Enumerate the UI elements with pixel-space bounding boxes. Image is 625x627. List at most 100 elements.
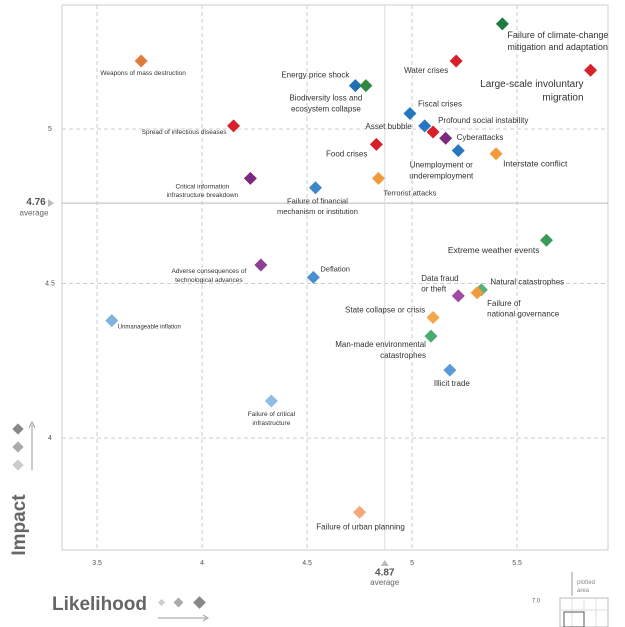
- x-tick-label: 4: [200, 560, 204, 567]
- label-line: Adverse consequences of: [171, 268, 246, 275]
- point-label: Data fraud or theft: [421, 274, 458, 294]
- label-line: Data fraud: [421, 274, 458, 283]
- point: [439, 131, 453, 145]
- point-label: Weapons of mass destruction: [100, 70, 186, 77]
- y-tick-label: 4.5: [45, 280, 55, 287]
- point: [539, 233, 553, 247]
- points: Failure of climate-change mitigation and …: [100, 17, 608, 531]
- y-tick-label: 5: [48, 126, 52, 133]
- label-line: Fiscal crises: [418, 100, 462, 109]
- label-line: Energy price shock: [281, 71, 350, 80]
- y-average-value: 4.76: [26, 197, 46, 208]
- point: [495, 17, 509, 31]
- label-line: national governance: [487, 310, 560, 319]
- point-label: Spread of infectious diseases: [142, 129, 228, 136]
- point: [264, 394, 278, 408]
- point: [306, 270, 320, 284]
- label-line: Critical information: [175, 183, 229, 190]
- point: [451, 289, 465, 303]
- label-line: mechanism or institution: [277, 207, 358, 216]
- label-line: migration: [542, 92, 583, 103]
- label-line: Water crises: [404, 66, 448, 75]
- label-line: Unemployment or: [410, 161, 473, 170]
- label-line: technological advances: [175, 276, 243, 283]
- label-line: Asset bubble: [365, 122, 412, 131]
- label-line: catastrophes: [380, 351, 426, 360]
- point-label: Energy price shock: [281, 71, 350, 80]
- plot-frame: [61, 4, 609, 551]
- point: [371, 171, 385, 185]
- label-line: Illicit trade: [434, 379, 471, 388]
- point-label: Man-made environmental catastrophes: [335, 340, 426, 360]
- point: [254, 258, 268, 272]
- point: [348, 79, 362, 93]
- point-label: Failure of national governance: [487, 299, 560, 319]
- inset-label: plotted area: [577, 580, 595, 594]
- x-average-label: average: [370, 578, 399, 587]
- point-label: Critical information infrastructure break…: [167, 183, 239, 199]
- label-line: Profound social instability: [438, 116, 528, 125]
- label-line: Spread of infectious diseases: [142, 129, 228, 136]
- label-line: Large-scale involuntary: [480, 79, 583, 90]
- label-line: Interstate conflict: [503, 159, 568, 169]
- x-tick-label: 4.5: [302, 560, 312, 567]
- point-label: Food crises: [326, 150, 367, 159]
- label-line: State collapse or crisis: [345, 306, 425, 315]
- plotted-area-inset: plotted area 7.0: [532, 572, 609, 627]
- point-label: Biodiversity loss and ecosystem collapse: [289, 94, 362, 114]
- point-label: Illicit trade: [434, 379, 471, 388]
- point: [449, 54, 463, 68]
- label-line: Unmanageable inflation: [118, 324, 181, 330]
- point: [359, 79, 373, 93]
- point: [584, 63, 598, 77]
- point-label: Natural catastrophes: [490, 278, 564, 287]
- point-label: Failure of climate-change mitigation and …: [507, 30, 608, 52]
- label-line: underemployment: [409, 172, 474, 181]
- point: [353, 505, 367, 519]
- label-line: Weapons of mass destruction: [100, 70, 186, 77]
- label-line: infrastructure breakdown: [167, 192, 239, 199]
- point-label: Unmanageable inflation: [118, 324, 181, 330]
- point-label: Adverse consequences of technological adv…: [171, 268, 246, 284]
- point-label: Large-scale involuntary migration: [480, 79, 583, 104]
- point: [426, 125, 440, 139]
- label-line: Failure of financial: [287, 197, 348, 206]
- point-label: Cyberattacks: [457, 133, 504, 142]
- point: [227, 119, 241, 133]
- x-tick-label: 5.5: [512, 560, 522, 567]
- y-tick-label: 4: [48, 435, 52, 442]
- x-average-value: 4.87: [375, 568, 395, 579]
- point-label: Deflation: [320, 264, 350, 273]
- x-tick-label: 3.5: [92, 560, 102, 567]
- label-line: infrastructure: [252, 419, 290, 426]
- label-line: Failure of climate-change: [507, 30, 608, 40]
- point: [443, 363, 457, 377]
- point-label: State collapse or crisis: [345, 306, 425, 315]
- point: [470, 286, 484, 300]
- y-axis-title: Impact: [9, 494, 30, 556]
- label-line: Man-made environmental: [335, 340, 426, 349]
- label-line: Natural catastrophes: [490, 278, 564, 287]
- label-line: mitigation and adaptation: [507, 42, 608, 52]
- point-label: Failure of financial mechanism or institu…: [277, 197, 358, 216]
- point-label: Interstate conflict: [503, 159, 568, 169]
- y-average-label: average: [20, 208, 49, 217]
- x-axis-title: Likelihood: [52, 594, 147, 615]
- point: [426, 311, 440, 325]
- label-line: Biodiversity loss and: [289, 94, 362, 103]
- label-line: Failure of critical: [248, 411, 296, 418]
- average-marker: [48, 199, 54, 208]
- label-line: Food crises: [326, 150, 367, 159]
- label-line: Extreme weather events: [448, 245, 540, 255]
- average-marker: [380, 560, 389, 566]
- point-label: Fiscal crises: [418, 100, 462, 109]
- point-label: Extreme weather events: [448, 245, 540, 255]
- label-line: Failure of urban planning: [316, 522, 405, 531]
- point: [451, 144, 465, 158]
- point: [243, 171, 257, 185]
- point: [403, 107, 417, 121]
- inset-tick: 7.0: [532, 599, 541, 605]
- label-line: or theft: [421, 285, 447, 294]
